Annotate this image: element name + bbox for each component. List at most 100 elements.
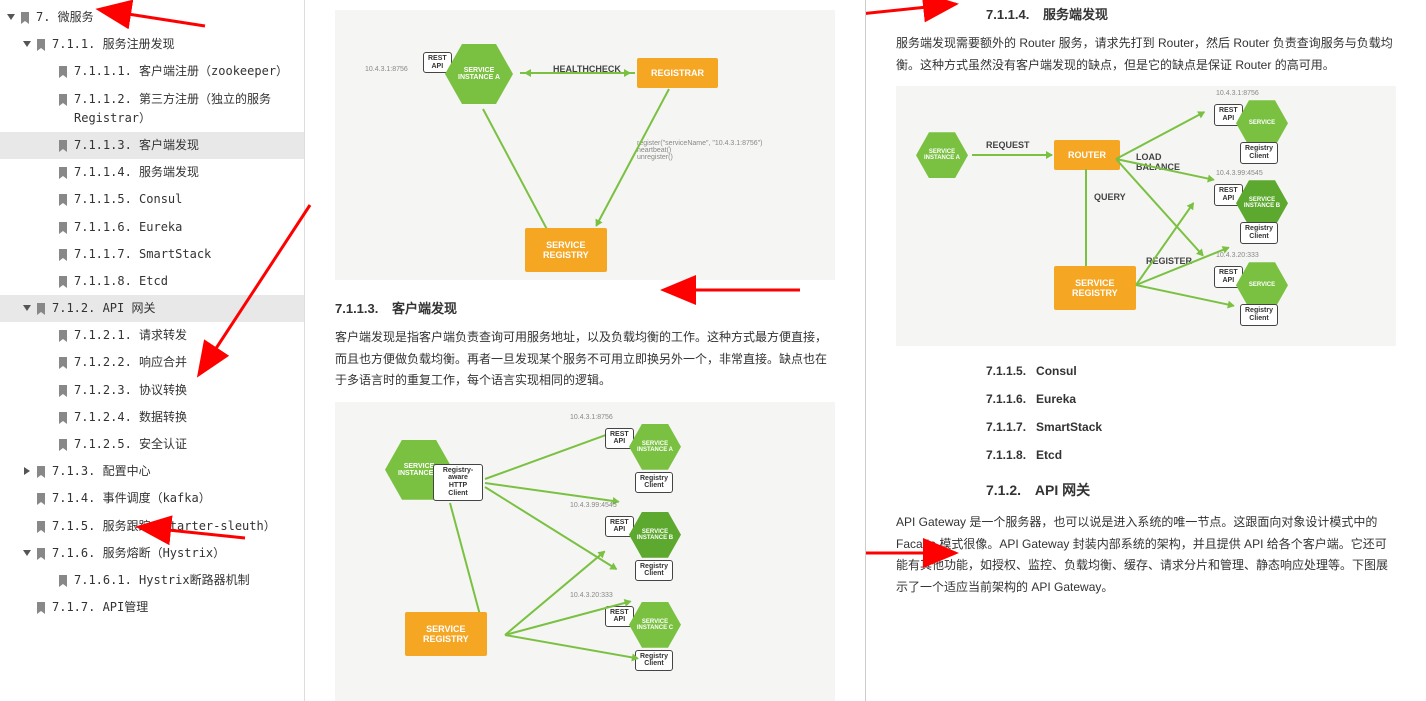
toggle-icon[interactable] [22,466,32,476]
service-instance-a-hex: SERVICEINSTANCE A [445,44,513,104]
http-client-tag: Registry-awareHTTPClient [433,464,483,501]
toggle-icon[interactable] [44,167,54,177]
svc-hex-2-d3: SERVICEINSTANCE B [1236,180,1288,226]
reg-client-3: RegistryClient [635,650,673,671]
toggle-icon[interactable] [22,548,32,558]
sec-num: 7.1.2. [986,482,1021,498]
tree-label: 7.1.1.1. 客户端注册（zookeeper） [74,62,288,81]
toggle-icon[interactable] [44,249,54,259]
ip2-d3: 10.4.3.99:4545 [1216,170,1263,177]
sec-title: SmartStack [1036,420,1102,434]
section-7114-heading: 7.1.1.4. 服务端发现 [986,4,1396,23]
bookmark-icon [36,302,46,314]
toggle-icon[interactable] [22,39,32,49]
subsection-item: 7.1.1.5.Consul [986,364,1396,378]
tree-label: 7.1.1. 服务注册发现 [52,35,175,54]
sec-num: 7.1.1.5. [986,364,1026,378]
toggle-icon[interactable] [22,521,32,531]
tree-item[interactable]: 7.1.6.1. Hystrix断路器机制 [0,567,304,594]
register-calls: register("serviceName", "10.4.3.1:8756")… [637,140,763,161]
diagram-client-discovery: SERVICEINSTANCE A Registry-awareHTTPClie… [335,402,835,701]
bookmark-icon [58,221,68,233]
ip1-d3: 10.4.3.1:8756 [1216,90,1259,97]
tree-item[interactable]: 7.1.4. 事件调度（kafka） [0,485,304,512]
tree-label: 7.1.1.3. 客户端发现 [74,136,199,155]
bookmark-icon [36,601,46,613]
toggle-icon[interactable] [22,602,32,612]
toggle-icon[interactable] [6,12,16,22]
section-712-body: API Gateway 是一个服务器，也可以说是进入系统的唯一节点。这跟面向对象… [896,512,1396,598]
bookmark-icon [58,193,68,205]
tree-item[interactable]: 7.1.1.2. 第三方注册（独立的服务Registrar） [0,86,304,132]
tree-label: 7. 微服务 [36,8,94,27]
tree-item[interactable]: 7.1.1.4. 服务端发现 [0,159,304,186]
svc-b-hex: SERVICEINSTANCE B [629,512,681,558]
ip-label: 10.4.3.1:8756 [365,66,408,73]
rc-2-d3: RegistryClient [1240,222,1278,243]
toggle-icon[interactable] [44,140,54,150]
rest-tag-1: RESTAPI [605,428,634,449]
service-registry-d3: SERVICEREGISTRY [1054,266,1136,310]
tree-item[interactable]: 7.1.2.3. 协议转换 [0,377,304,404]
sec-num: 7.1.1.3. [335,301,378,316]
tree-item[interactable]: 7.1.6. 服务熔断（Hystrix） [0,540,304,567]
sec-num: 7.1.1.8. [986,448,1026,462]
toggle-icon[interactable] [22,493,32,503]
tree-item[interactable]: 7.1.1.5. Consul [0,186,304,213]
tree-item[interactable]: 7.1.1.6. Eureka [0,214,304,241]
sec-num: 7.1.1.7. [986,420,1026,434]
tree-label: 7.1.2. API 网关 [52,299,155,318]
tree-item[interactable]: 7.1.1.8. Etcd [0,268,304,295]
bookmark-icon [58,411,68,423]
bookmark-icon [58,93,68,105]
sec-title: 服务端发现 [1043,7,1108,22]
bookmark-icon [58,438,68,450]
toggle-icon[interactable] [44,385,54,395]
tree-item[interactable]: 7.1.2.4. 数据转换 [0,404,304,431]
svc-a-hex-d3: SERVICEINSTANCE A [916,132,968,178]
bookmark-icon [58,139,68,151]
toggle-icon[interactable] [44,276,54,286]
tree-label: 7.1.6.1. Hystrix断路器机制 [74,571,250,590]
toggle-icon[interactable] [44,439,54,449]
bookmark-icon [58,574,68,586]
tree-item[interactable]: 7.1.1.3. 客户端发现 [0,132,304,159]
ip1: 10.4.3.1:8756 [570,414,613,421]
tree-label: 7.1.2.1. 请求转发 [74,326,187,345]
tree-label: 7.1.4. 事件调度（kafka） [52,489,211,508]
tree-label: 7.1.1.7. SmartStack [74,245,211,264]
subsection-item: 7.1.1.8.Etcd [986,448,1396,462]
rc-1-d3: RegistryClient [1240,142,1278,163]
toggle-icon[interactable] [44,575,54,585]
tree-item[interactable]: 7.1.1.1. 客户端注册（zookeeper） [0,58,304,85]
toggle-icon[interactable] [44,94,54,104]
tree-item[interactable]: 7.1.3. 配置中心 [0,458,304,485]
red-arrow-2 [866,0,966,27]
tree-item[interactable]: 7.1.5. 服务跟踪（starter-sleuth） [0,513,304,540]
toggle-icon[interactable] [44,222,54,232]
tree-item[interactable]: 7.1.1. 服务注册发现 [0,31,304,58]
router-node: ROUTER [1054,140,1120,170]
tree-item[interactable]: 7. 微服务 [0,4,304,31]
tree-item[interactable]: 7.1.2.5. 安全认证 [0,431,304,458]
sidebar-tree[interactable]: 7. 微服务 7.1.1. 服务注册发现 7.1.1.1. 客户端注册（zookee… [0,0,305,701]
toggle-icon[interactable] [44,330,54,340]
tree-item[interactable]: 7.1.1.7. SmartStack [0,241,304,268]
tree-item[interactable]: 7.1.2.1. 请求转发 [0,322,304,349]
service-registry-node: SERVICEREGISTRY [525,228,607,272]
toggle-icon[interactable] [44,412,54,422]
tree-item[interactable]: 7.1.7. API管理 [0,594,304,621]
sec-num: 7.1.1.6. [986,392,1026,406]
toggle-icon[interactable] [44,66,54,76]
sec-title: Eureka [1036,392,1076,406]
toggle-icon[interactable] [44,194,54,204]
tree-label: 7.1.1.2. 第三方注册（独立的服务Registrar） [74,90,298,128]
toggle-icon[interactable] [44,357,54,367]
tree-item[interactable]: 7.1.2. API 网关 [0,295,304,322]
diagram-server-discovery: SERVICEINSTANCE A REQUEST ROUTER LOAD BA… [896,86,1396,346]
diagram-registrar: 10.4.3.1:8756 RESTAPI SERVICEINSTANCE A … [335,10,835,280]
toggle-icon[interactable] [22,303,32,313]
tree-item[interactable]: 7.1.2.2. 响应合并 [0,349,304,376]
content-area: 10.4.3.1:8756 RESTAPI SERVICEINSTANCE A … [305,0,1426,701]
bookmark-icon [58,166,68,178]
